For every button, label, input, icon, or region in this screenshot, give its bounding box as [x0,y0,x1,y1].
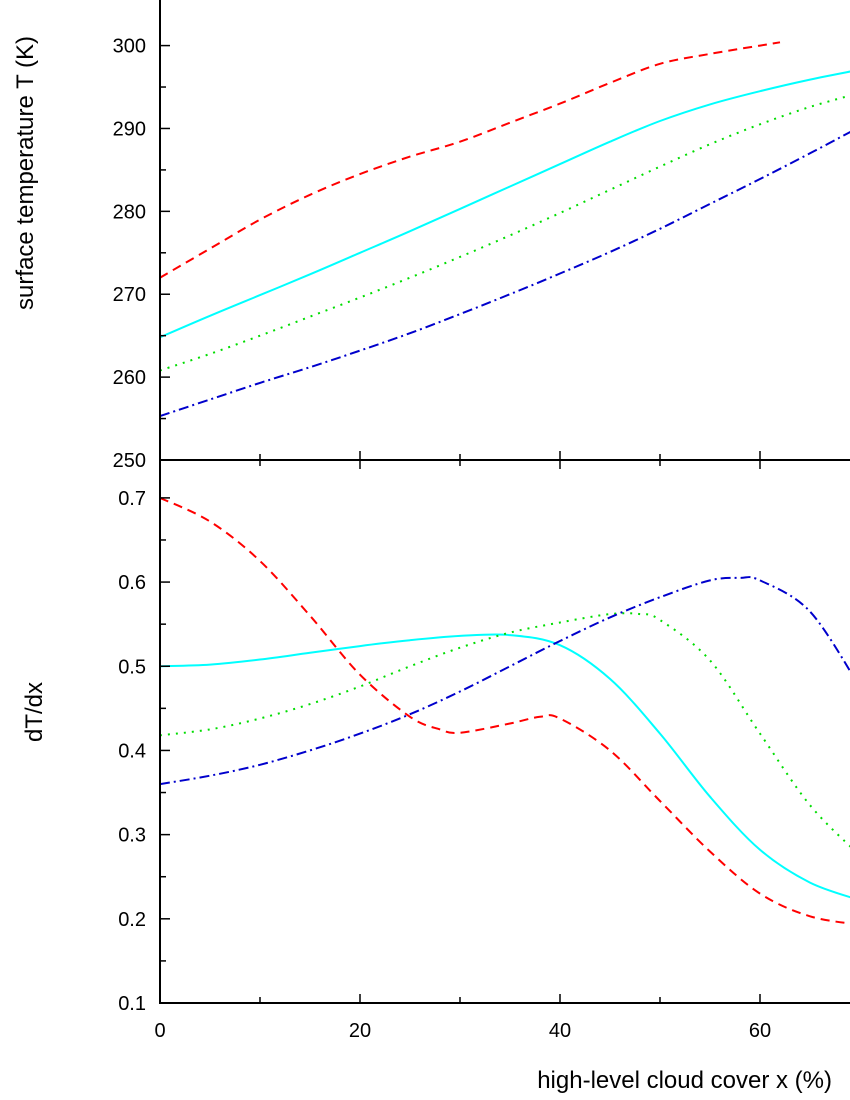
top-y-tick-label: 260 [113,367,146,389]
x-tick-label: 40 [549,1020,571,1042]
bottom-y-tick-label: 0.2 [118,909,146,931]
bottom-y-tick-label: 0.4 [118,740,146,762]
top-y-tick-label: 280 [113,201,146,223]
top-y-tick-label: 250 [113,450,146,472]
top-y-axis-title: surface temperature T (K) [12,36,39,310]
bottom-series-solid-line [160,633,850,899]
bottom-series-dashdot-line [160,576,850,786]
x-tick-label: 60 [749,1020,771,1042]
x-tick-label: 0 [154,1020,165,1042]
top-series-dashed-line [160,41,781,279]
bottom-panel-derivative: 0.1 0.2 0.3 0.4 0.5 0.6 0.7 0 20 40 60 [118,460,850,1042]
bottom-series-dashed-line [160,496,850,925]
top-series-dotted-line [160,94,850,372]
bottom-y-tick-label: 0.1 [118,993,146,1015]
top-series-solid-line [160,70,850,339]
bottom-y-tick-label: 0.3 [118,825,146,847]
top-y-tick-label: 290 [113,118,146,140]
top-panel-temperature: 250 260 270 280 290 300 [113,0,850,472]
top-series-dashdot-line [160,130,850,418]
bottom-y-axis-title: dT/dx [21,682,48,742]
bottom-y-tick-label: 0.5 [118,656,146,678]
bottom-y-tick-label: 0.6 [118,572,146,594]
x-axis-title: high-level cloud cover x (%) [537,1067,832,1094]
x-tick-label: 20 [349,1020,371,1042]
top-y-tick-label: 300 [113,36,146,58]
bottom-y-tick-label: 0.7 [118,488,146,510]
bottom-series-dotted-line [160,612,850,848]
top-y-tick-label: 270 [113,284,146,306]
